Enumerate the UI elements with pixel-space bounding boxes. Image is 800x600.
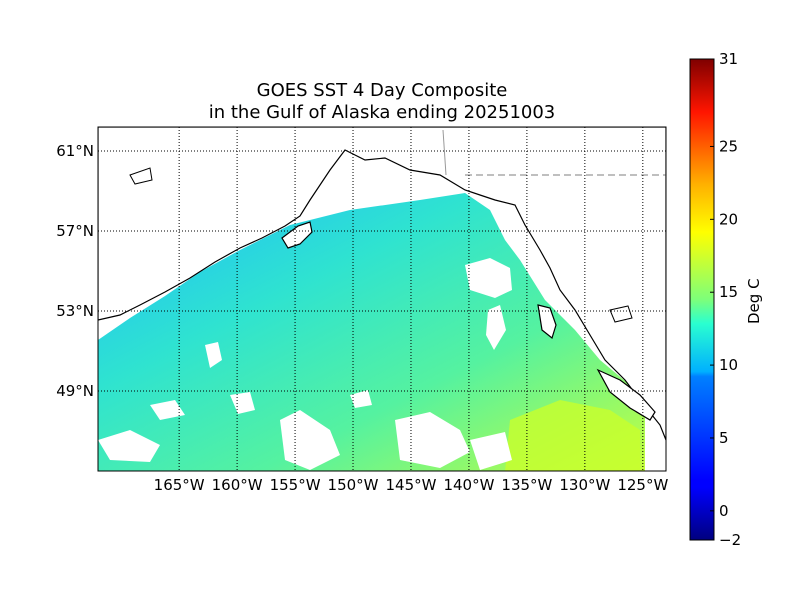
vancouver-island bbox=[596, 368, 656, 421]
longitude-labels: 165°W 160°W 155°W 150°W 145°W 140°W 135°W 130°W… bbox=[154, 476, 669, 494]
colorbar-tick-label: 31 bbox=[719, 50, 738, 68]
lat-tick-label: 57°N bbox=[56, 222, 94, 240]
lon-tick-label: 135°W bbox=[501, 476, 552, 494]
colorbar-tick-label: 5 bbox=[719, 429, 729, 447]
colorbar-ticks: 31 25 20 15 10 5 0 −2 bbox=[710, 50, 741, 549]
haida-gwaii bbox=[537, 304, 557, 340]
map-frame bbox=[97, 126, 667, 472]
lon-tick-label: 125°W bbox=[617, 476, 668, 494]
lat-tick-label: 61°N bbox=[56, 142, 94, 160]
lon-tick-label: 145°W bbox=[385, 476, 436, 494]
colorbar-tick-label: 25 bbox=[719, 137, 738, 155]
graticule bbox=[98, 127, 666, 471]
map-title: GOES SST 4 Day Composite in the Gulf of … bbox=[98, 80, 666, 124]
lon-tick-label: 160°W bbox=[212, 476, 263, 494]
latitude-labels: 61°N 57°N 53°N 49°N bbox=[56, 142, 94, 400]
lon-tick-label: 150°W bbox=[328, 476, 379, 494]
alaska-mainland bbox=[98, 127, 666, 441]
lon-tick-label: 140°W bbox=[443, 476, 494, 494]
lon-tick-label: 165°W bbox=[154, 476, 205, 494]
border-line-2 bbox=[442, 129, 447, 176]
lakes bbox=[129, 167, 633, 323]
title-line-1: GOES SST 4 Day Composite bbox=[256, 80, 508, 101]
kodiak-island bbox=[281, 221, 313, 249]
coastline bbox=[98, 127, 666, 441]
colorbar-tick-label: 0 bbox=[719, 502, 729, 520]
lat-tick-label: 53°N bbox=[56, 302, 94, 320]
warm-patch bbox=[505, 400, 640, 471]
map-plot-area bbox=[98, 127, 666, 471]
colorbar-tick-label: 10 bbox=[719, 356, 738, 374]
lon-tick-label: 130°W bbox=[559, 476, 610, 494]
colorbar-tick-label: 15 bbox=[719, 283, 738, 301]
title-line-2: in the Gulf of Alaska ending 20251003 bbox=[208, 102, 556, 123]
colorbar-label: Deg C bbox=[745, 278, 763, 324]
colorbar bbox=[689, 58, 715, 541]
colorbar-tick-label: −2 bbox=[719, 531, 741, 549]
colorbar-tick-label: 20 bbox=[719, 210, 738, 228]
lon-tick-label: 155°W bbox=[270, 476, 321, 494]
lat-tick-label: 49°N bbox=[56, 382, 94, 400]
